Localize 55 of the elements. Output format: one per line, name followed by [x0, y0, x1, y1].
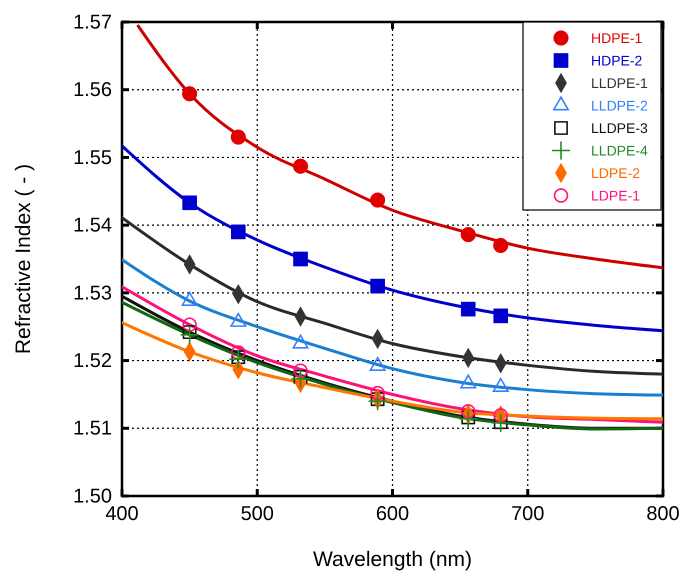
point — [231, 350, 246, 364]
point — [490, 413, 510, 433]
point — [493, 238, 508, 254]
line-series — [122, 144, 663, 332]
legend-label: LLDPE-1 — [591, 75, 648, 91]
x-tick-label: 800 — [646, 503, 680, 526]
y-tick-label: 1.57 — [73, 11, 112, 34]
point — [493, 408, 508, 423]
point — [293, 252, 308, 266]
y-tick-label: 1.55 — [73, 146, 112, 169]
line-series — [122, 216, 663, 376]
x-tick-label: 600 — [376, 503, 410, 526]
point — [494, 415, 508, 430]
point — [294, 370, 308, 384]
legend-label: LLDPE-2 — [591, 98, 648, 114]
y-axis-title: Refractive Index ( - ) — [12, 164, 35, 354]
point — [182, 325, 197, 340]
legend-label: LDPE-2 — [591, 165, 640, 181]
point — [458, 409, 478, 429]
point — [290, 369, 310, 389]
point — [182, 195, 197, 210]
point — [180, 325, 200, 345]
point — [230, 224, 246, 240]
x-tick-label: 500 — [240, 503, 274, 526]
point — [370, 386, 385, 400]
point — [293, 364, 308, 378]
y-tick-label: 1.51 — [73, 418, 112, 440]
point — [230, 130, 246, 145]
legend-label: LLDPE-3 — [591, 120, 648, 136]
y-tick-label: 1.56 — [73, 79, 112, 102]
point — [370, 392, 385, 406]
line-series — [122, 258, 663, 397]
point — [370, 192, 386, 208]
point — [493, 308, 508, 324]
point — [460, 302, 476, 316]
x-tick-label: 700 — [511, 503, 544, 526]
point — [461, 404, 476, 419]
point — [228, 349, 248, 370]
legend-label: HDPE-2 — [591, 52, 643, 68]
point — [368, 391, 388, 411]
y-tick-label: 1.52 — [73, 350, 112, 372]
legend-label: LDPE-1 — [591, 188, 640, 204]
point — [231, 345, 246, 360]
y-tick-label: 1.53 — [73, 282, 112, 304]
y-tick-label: 1.54 — [73, 214, 112, 237]
legend-label: HDPE-1 — [591, 30, 643, 46]
legend-label: LLDPE-4 — [591, 142, 648, 158]
point — [182, 86, 198, 102]
x-axis-title: Wavelength (nm) — [312, 548, 472, 571]
point — [460, 227, 476, 242]
point — [370, 278, 385, 294]
line-series — [136, 24, 663, 270]
point — [292, 158, 308, 174]
point — [461, 410, 476, 424]
point — [182, 317, 197, 332]
